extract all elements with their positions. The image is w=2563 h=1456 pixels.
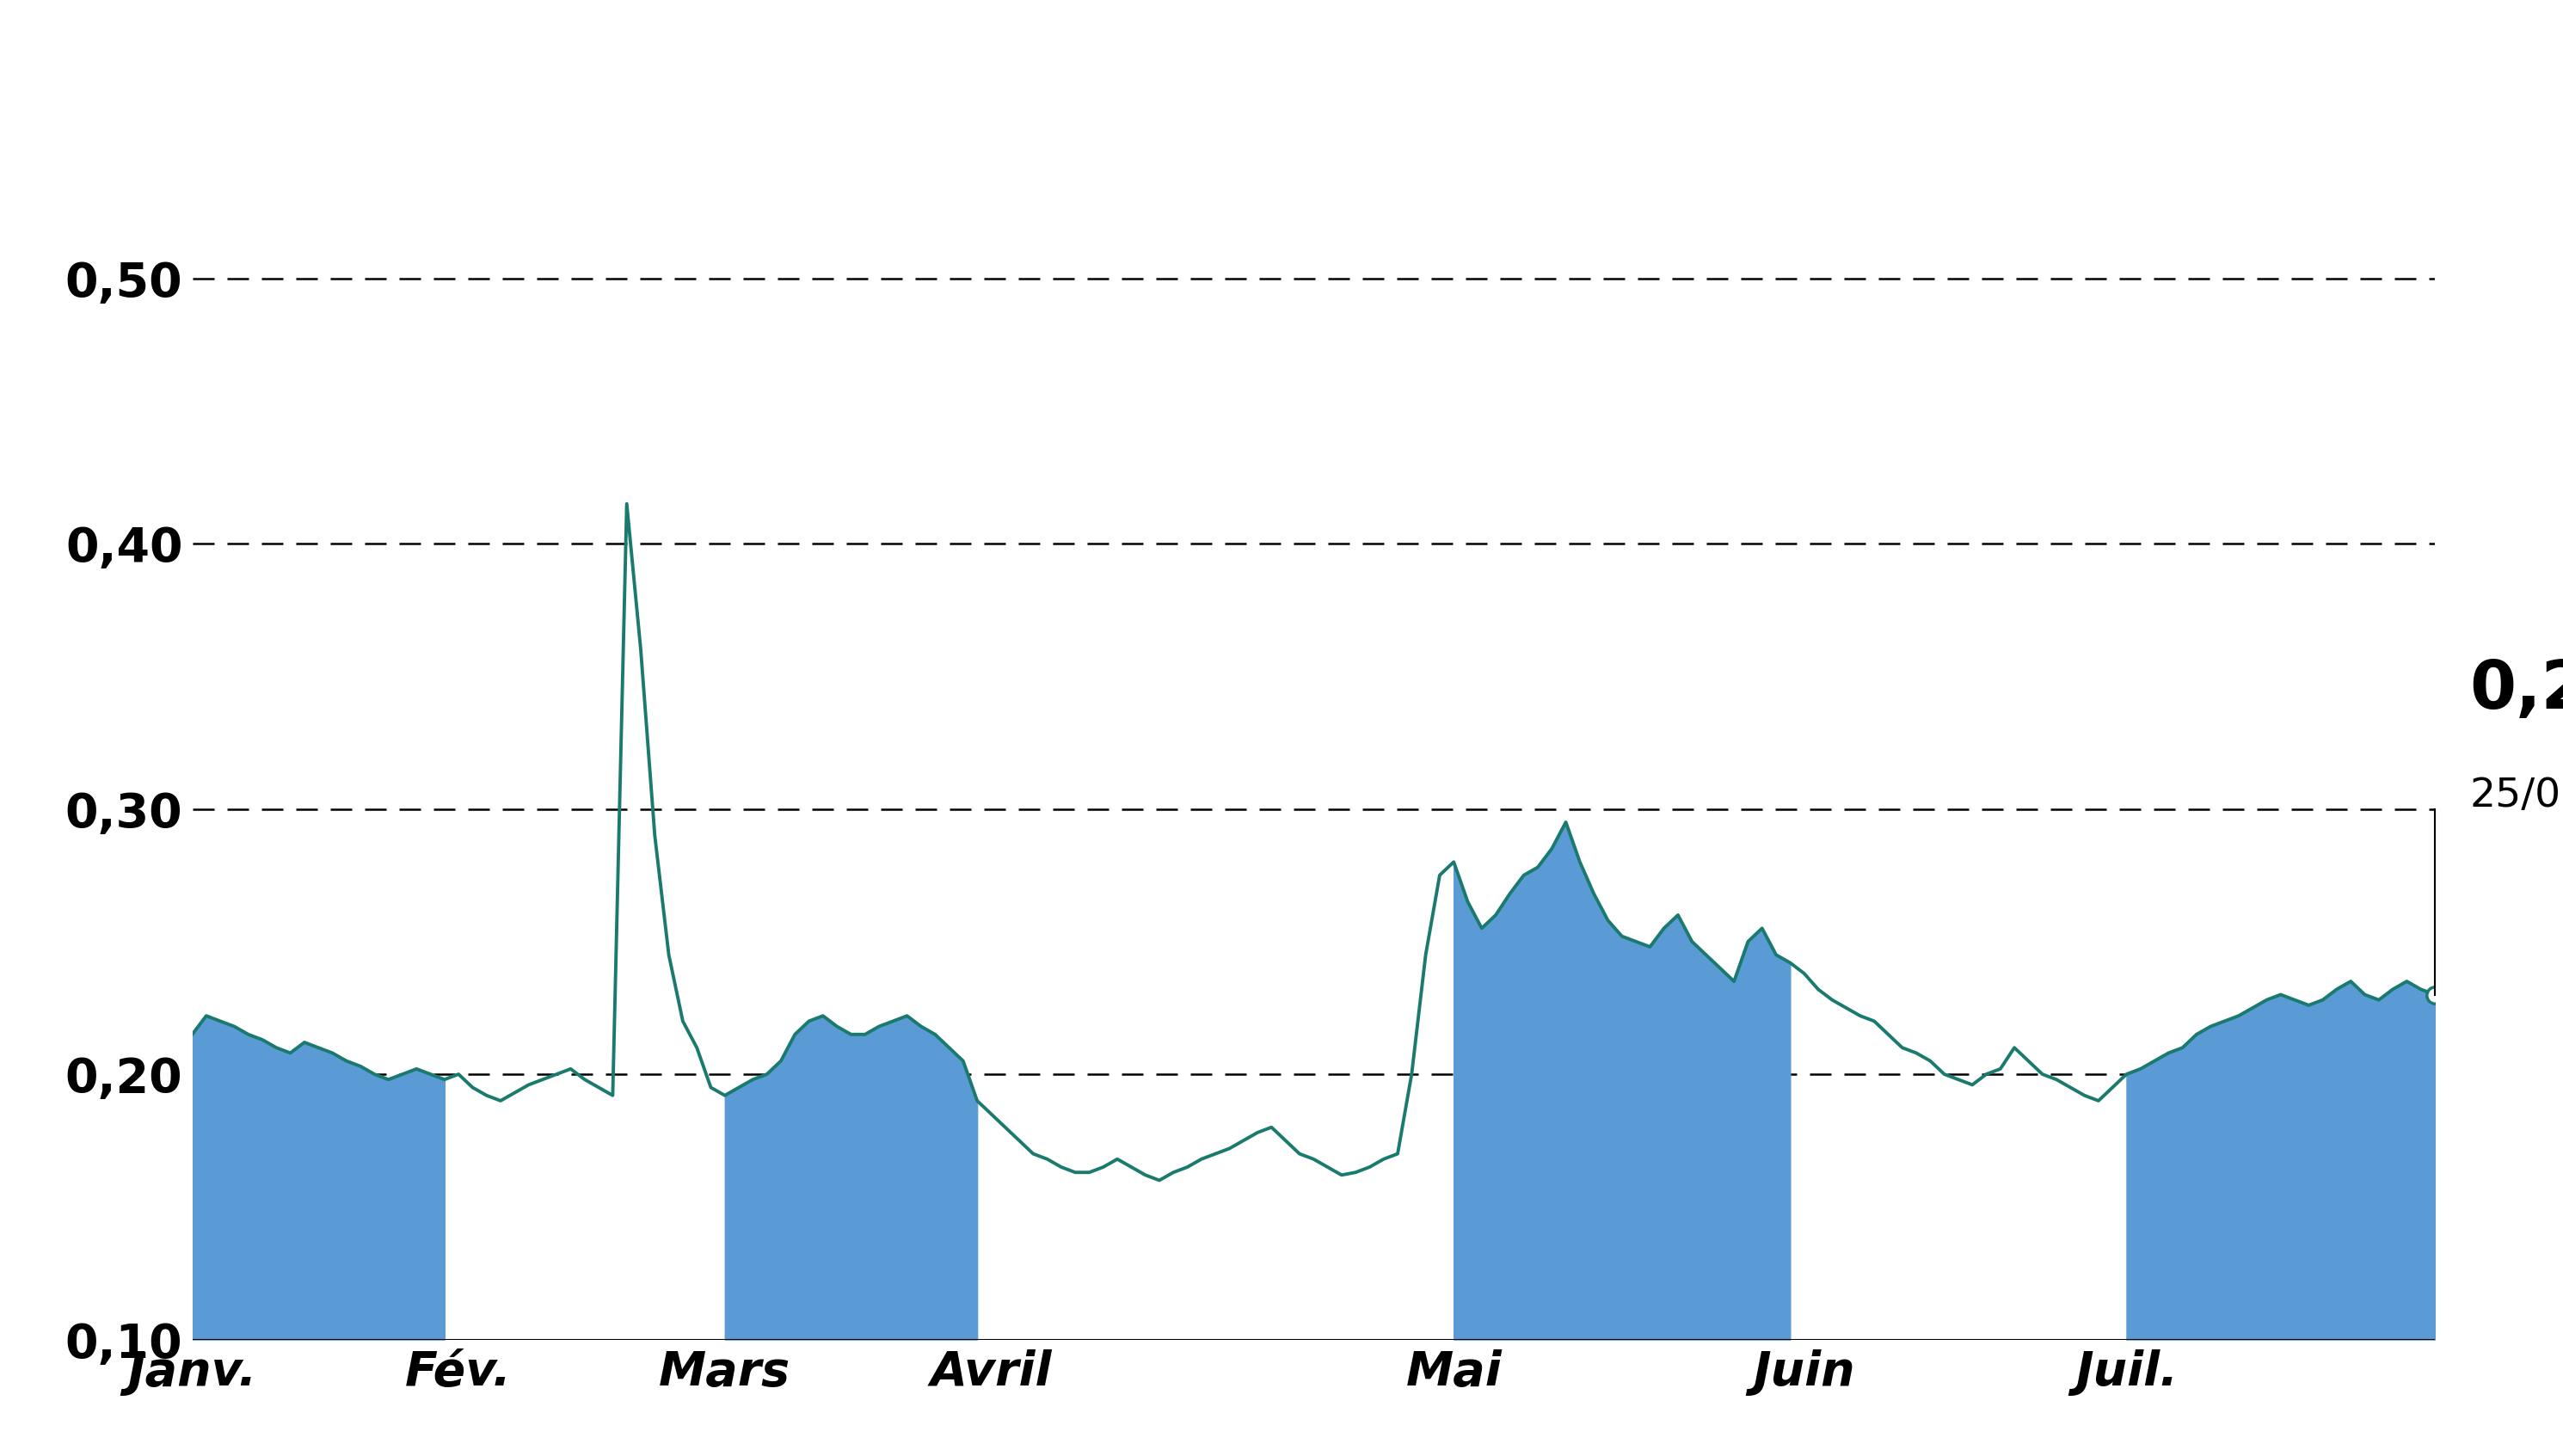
Text: 0,23: 0,23 [2471, 657, 2563, 722]
Text: AMA CORPORATION: AMA CORPORATION [754, 26, 1809, 119]
Text: 25/07: 25/07 [2471, 776, 2563, 815]
